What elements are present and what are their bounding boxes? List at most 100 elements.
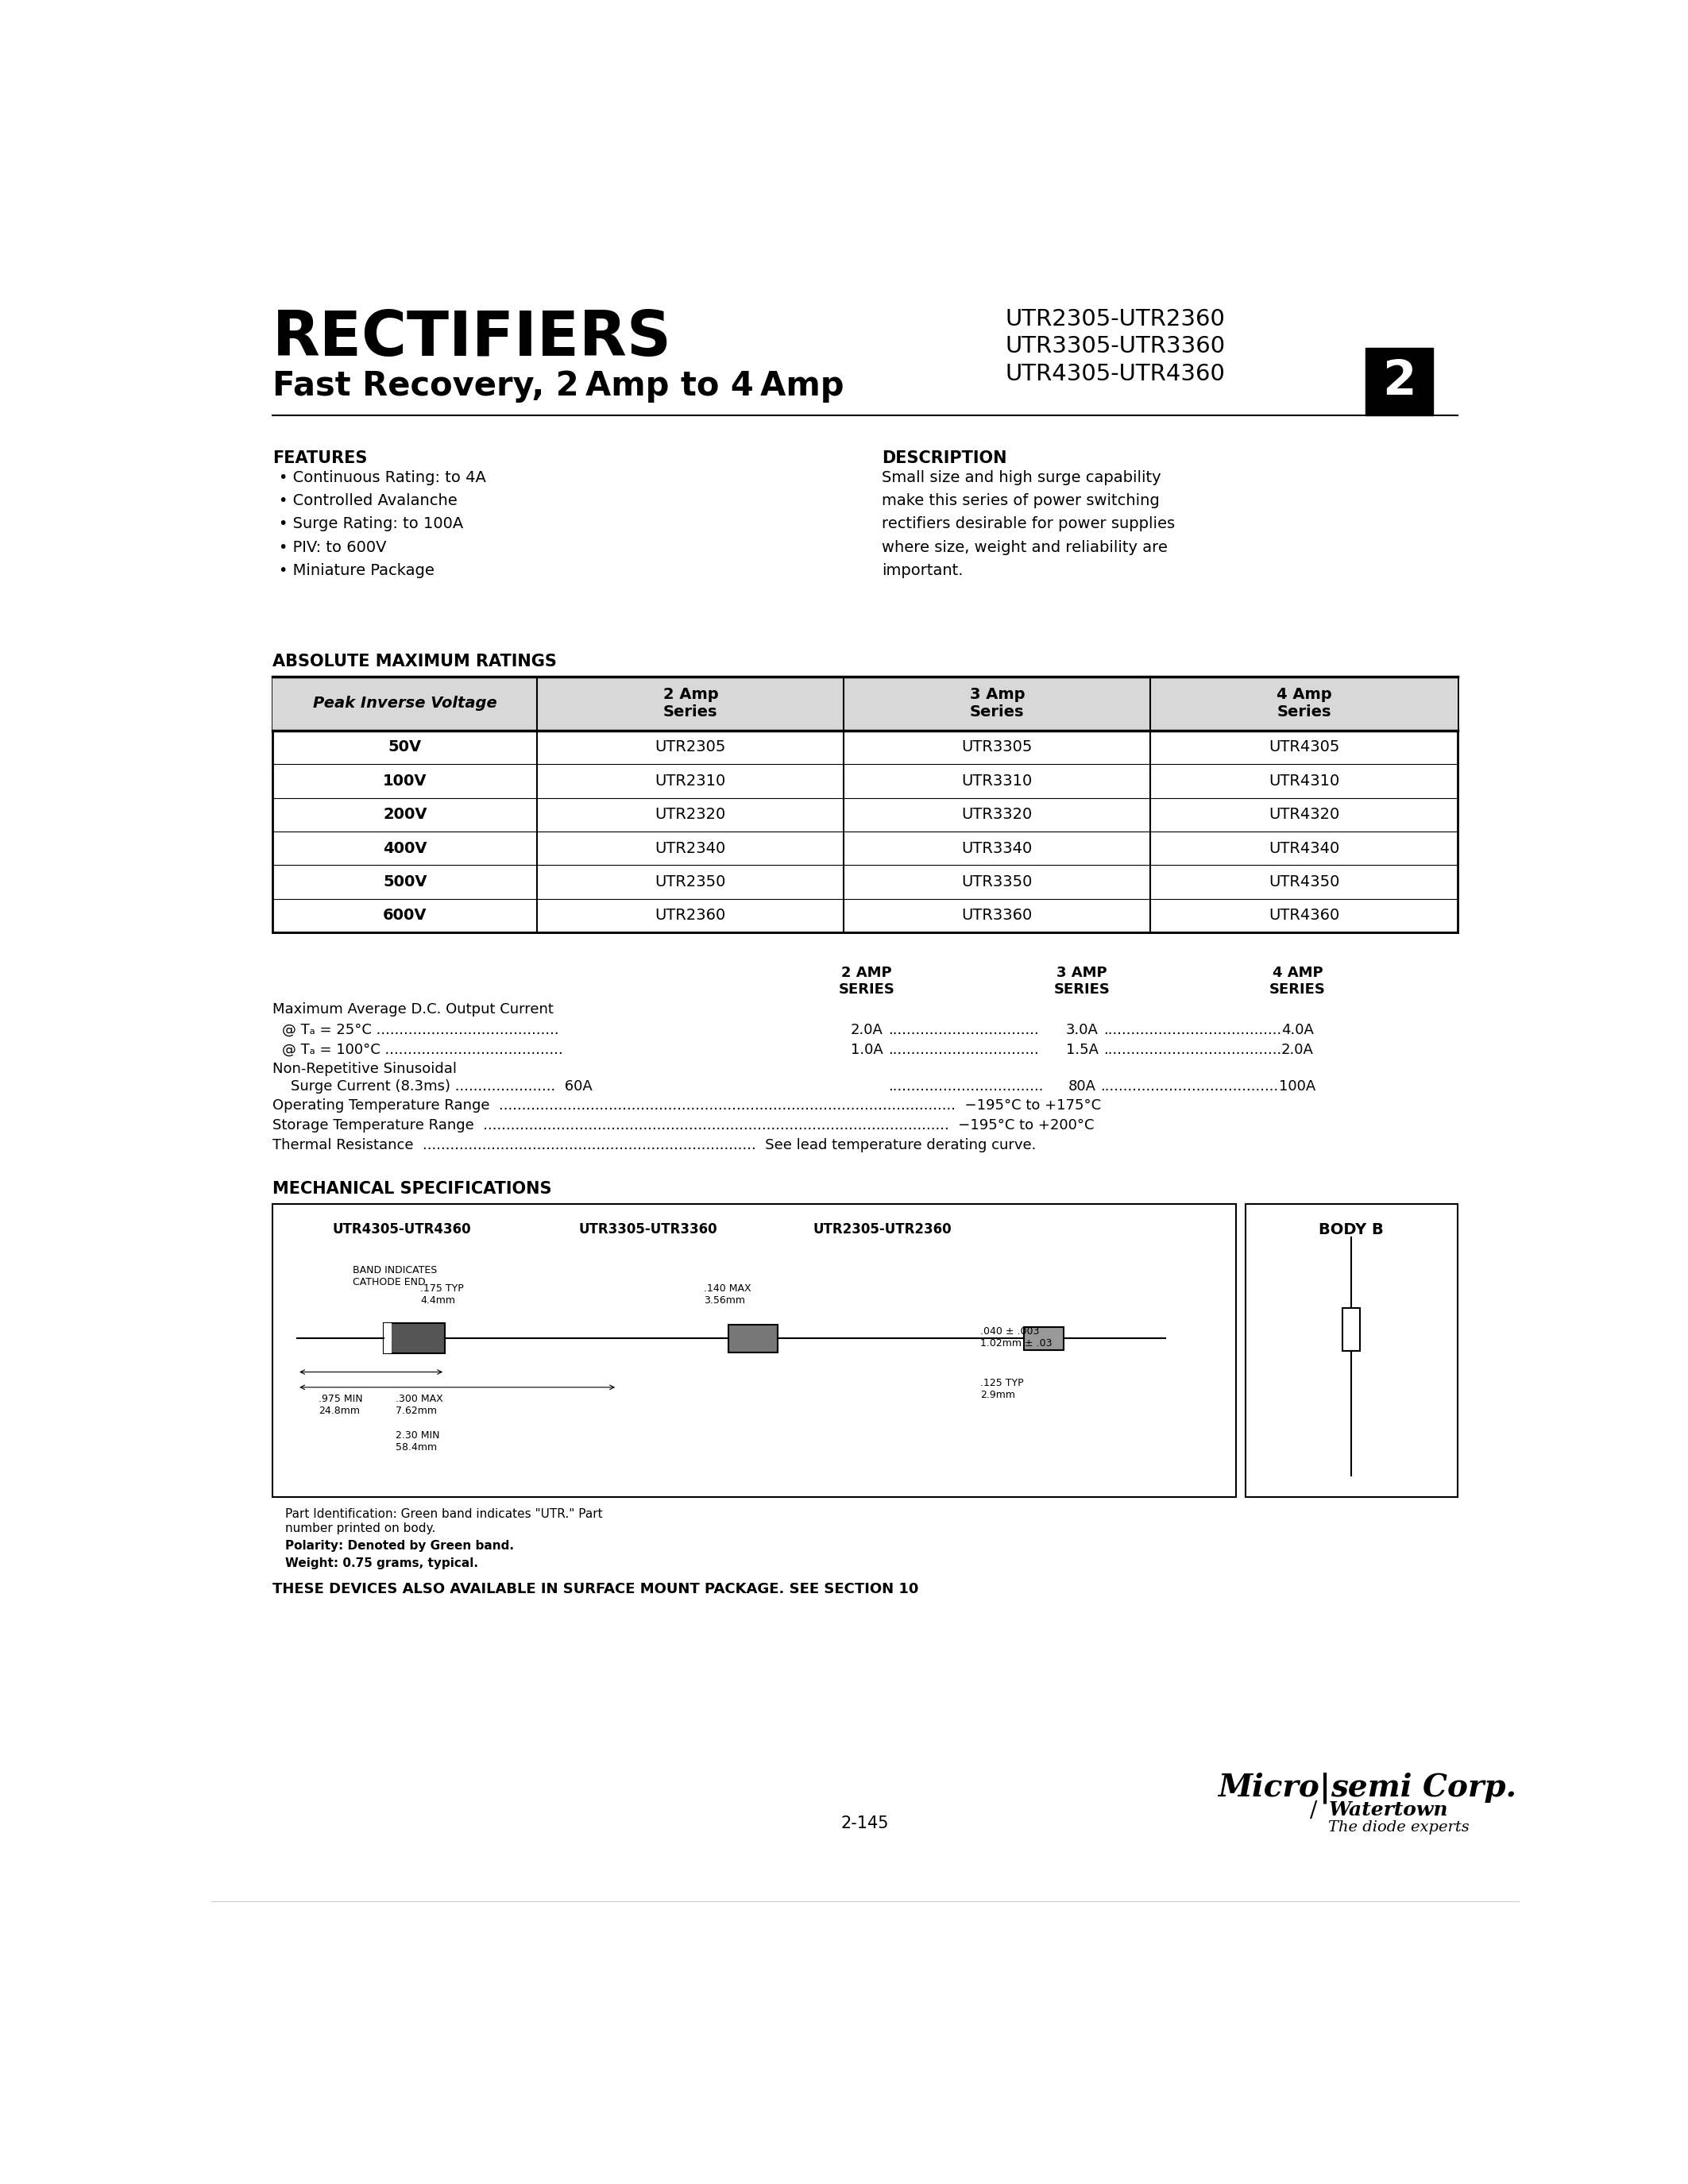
Text: .......................................: ....................................... — [1104, 1042, 1281, 1057]
Text: • Continuous Rating: to 4A: • Continuous Rating: to 4A — [279, 470, 486, 485]
Text: UTR2305-UTR2360: UTR2305-UTR2360 — [812, 1223, 952, 1236]
Bar — [272, 1203, 1236, 1498]
Text: .175 TYP
4.4mm: .175 TYP 4.4mm — [420, 1284, 464, 1306]
Text: Storage Temperature Range  .....................................................: Storage Temperature Range ..............… — [272, 1118, 1094, 1133]
Text: .125 TYP
2.9mm: .125 TYP 2.9mm — [981, 1378, 1025, 1400]
Text: important.: important. — [883, 563, 964, 579]
Text: .975 MIN
24.8mm: .975 MIN 24.8mm — [319, 1393, 363, 1415]
Text: Small size and high surge capability: Small size and high surge capability — [883, 470, 1161, 485]
Text: Thermal Resistance  ............................................................: Thermal Resistance .....................… — [272, 1138, 1036, 1153]
Text: • PIV: to 600V: • PIV: to 600V — [279, 539, 387, 555]
Text: Micro: Micro — [1217, 1773, 1318, 1802]
Text: 200V: 200V — [383, 808, 427, 821]
Text: Watertown: Watertown — [1328, 1800, 1448, 1819]
Text: 400V: 400V — [383, 841, 427, 856]
Bar — [383, 1324, 392, 1354]
Text: UTR4305-UTR4360: UTR4305-UTR4360 — [1004, 363, 1225, 384]
Text: 1.0A: 1.0A — [851, 1042, 883, 1057]
Text: 4 AMP
SERIES: 4 AMP SERIES — [1269, 965, 1325, 996]
Text: Maximum Average D.C. Output Current: Maximum Average D.C. Output Current — [272, 1002, 554, 1018]
Bar — [383, 1324, 446, 1354]
Text: 100V: 100V — [383, 773, 427, 788]
Text: Polarity: Denoted by Green band.: Polarity: Denoted by Green band. — [285, 1540, 513, 1553]
Text: make this series of power switching: make this series of power switching — [883, 494, 1160, 509]
Text: • Surge Rating: to 100A: • Surge Rating: to 100A — [279, 515, 463, 531]
Text: • Miniature Package: • Miniature Package — [279, 563, 434, 579]
Text: UTR2360: UTR2360 — [655, 909, 726, 924]
Bar — [1023, 1326, 1063, 1350]
Text: • Controlled Avalanche: • Controlled Avalanche — [279, 494, 457, 509]
Bar — [272, 677, 1458, 933]
Text: .140 MAX
3.56mm: .140 MAX 3.56mm — [704, 1284, 751, 1306]
Text: 4.0A: 4.0A — [1281, 1022, 1313, 1037]
Text: .......................................: ....................................... — [1101, 1079, 1280, 1094]
Text: 100A: 100A — [1280, 1079, 1317, 1094]
Text: 80A: 80A — [1069, 1079, 1096, 1094]
Text: 3 AMP
SERIES: 3 AMP SERIES — [1053, 965, 1111, 996]
Text: ..................................: .................................. — [888, 1079, 1043, 1094]
Text: UTR4350: UTR4350 — [1269, 874, 1340, 889]
Text: 2 AMP
SERIES: 2 AMP SERIES — [839, 965, 895, 996]
Text: @ Tₐ = 25°C ........................................: @ Tₐ = 25°C ............................… — [282, 1022, 559, 1037]
Text: UTR4360: UTR4360 — [1269, 909, 1340, 924]
Text: 2 Amp
Series: 2 Amp Series — [663, 688, 717, 721]
Text: 1.5A: 1.5A — [1065, 1042, 1099, 1057]
Text: 4 Amp
Series: 4 Amp Series — [1276, 688, 1332, 721]
Text: FEATURES: FEATURES — [272, 450, 368, 467]
Text: Fast Recovery, 2 Amp to 4 Amp: Fast Recovery, 2 Amp to 4 Amp — [272, 369, 844, 402]
Text: 3 Amp
Series: 3 Amp Series — [969, 688, 1025, 721]
Text: /: / — [1310, 1800, 1317, 1821]
Text: Part Identification: Green band indicates "UTR." Part
number printed on body.: Part Identification: Green band indicate… — [285, 1509, 603, 1533]
Bar — [272, 677, 1458, 729]
Text: DESCRIPTION: DESCRIPTION — [883, 450, 1008, 467]
Text: UTR3305-UTR3360: UTR3305-UTR3360 — [1004, 336, 1225, 358]
Text: 2.0A: 2.0A — [1281, 1042, 1313, 1057]
Text: UTR2350: UTR2350 — [655, 874, 726, 889]
Text: UTR4340: UTR4340 — [1269, 841, 1340, 856]
Text: .................................: ................................. — [888, 1022, 1038, 1037]
Text: BODY B: BODY B — [1318, 1223, 1384, 1238]
Text: |: | — [1318, 1773, 1330, 1804]
Text: 500V: 500V — [383, 874, 427, 889]
Text: 2.0A: 2.0A — [851, 1022, 883, 1037]
Text: UTR2310: UTR2310 — [655, 773, 726, 788]
Bar — [728, 1324, 778, 1352]
Text: UTR2320: UTR2320 — [655, 808, 726, 821]
Text: .................................: ................................. — [888, 1042, 1038, 1057]
Text: UTR3360: UTR3360 — [962, 909, 1033, 924]
Text: semi Corp.: semi Corp. — [1330, 1773, 1516, 1802]
Text: UTR4320: UTR4320 — [1269, 808, 1340, 821]
Text: UTR3305-UTR3360: UTR3305-UTR3360 — [579, 1223, 717, 1236]
Text: .300 MAX
7.62mm: .300 MAX 7.62mm — [395, 1393, 444, 1415]
Text: @ Tₐ = 100°C .......................................: @ Tₐ = 100°C ...........................… — [282, 1042, 562, 1057]
Text: UTR3320: UTR3320 — [962, 808, 1033, 821]
Text: UTR4310: UTR4310 — [1269, 773, 1340, 788]
Text: BAND INDICATES
CATHODE END.: BAND INDICATES CATHODE END. — [353, 1265, 437, 1286]
Text: 3.0A: 3.0A — [1065, 1022, 1099, 1037]
Text: The diode experts: The diode experts — [1328, 1819, 1470, 1835]
Text: UTR3310: UTR3310 — [962, 773, 1033, 788]
Text: UTR4305: UTR4305 — [1269, 740, 1340, 756]
Text: 2: 2 — [1382, 358, 1416, 404]
Text: Operating Temperature Range  ...................................................: Operating Temperature Range ............… — [272, 1099, 1101, 1114]
Text: 600V: 600V — [383, 909, 427, 924]
Text: Peak Inverse Voltage: Peak Inverse Voltage — [312, 697, 496, 712]
Text: THESE DEVICES ALSO AVAILABLE IN SURFACE MOUNT PACKAGE. SEE SECTION 10: THESE DEVICES ALSO AVAILABLE IN SURFACE … — [272, 1581, 918, 1597]
Text: 50V: 50V — [388, 740, 422, 756]
Text: RECTIFIERS: RECTIFIERS — [272, 308, 672, 369]
Text: UTR3340: UTR3340 — [962, 841, 1033, 856]
Text: Weight: 0.75 grams, typical.: Weight: 0.75 grams, typical. — [285, 1557, 478, 1568]
Text: Surge Current (8.3ms) ......................  60A: Surge Current (8.3ms) ..................… — [272, 1079, 592, 1094]
Text: 2.30 MIN
58.4mm: 2.30 MIN 58.4mm — [395, 1431, 441, 1452]
Text: UTR2340: UTR2340 — [655, 841, 726, 856]
Text: Non-Repetitive Sinusoidal: Non-Repetitive Sinusoidal — [272, 1061, 457, 1077]
Bar — [1344, 1308, 1361, 1350]
Text: UTR3350: UTR3350 — [962, 874, 1033, 889]
Text: UTR2305-UTR2360: UTR2305-UTR2360 — [1004, 308, 1225, 330]
Text: .......................................: ....................................... — [1104, 1022, 1281, 1037]
Text: UTR2305: UTR2305 — [655, 740, 726, 756]
Text: MECHANICAL SPECIFICATIONS: MECHANICAL SPECIFICATIONS — [272, 1182, 552, 1197]
Text: rectifiers desirable for power supplies: rectifiers desirable for power supplies — [883, 515, 1175, 531]
Bar — [1246, 1203, 1458, 1498]
Text: where size, weight and reliability are: where size, weight and reliability are — [883, 539, 1168, 555]
